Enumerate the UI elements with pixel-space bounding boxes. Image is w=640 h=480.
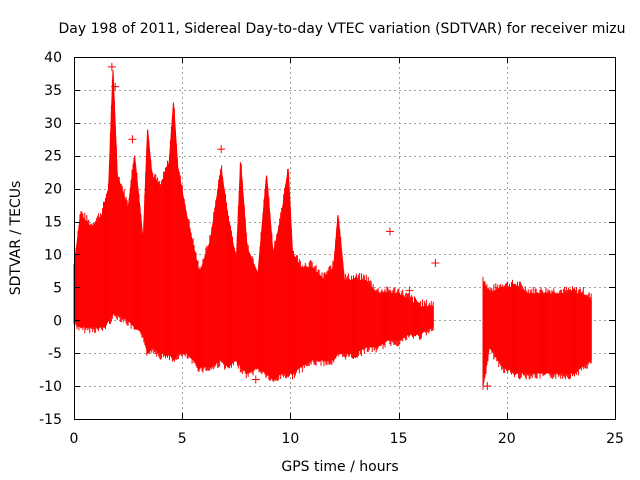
y-tick-labels: -15 -10 -5 0 5 10 15 20 25 30 35 40 (39, 50, 62, 428)
data-point (483, 382, 492, 391)
data-point (385, 227, 394, 236)
y-tick-label: 5 (53, 280, 62, 296)
ticks (74, 57, 616, 420)
x-tick-label: 5 (178, 431, 187, 447)
data-point (128, 135, 137, 144)
y-tick-label: 0 (53, 313, 62, 329)
plot-frame (74, 57, 616, 420)
x-axis-label: GPS time / hours (281, 459, 398, 475)
x-tick-label: 10 (281, 431, 299, 447)
y-tick-label: 30 (44, 116, 62, 132)
x-tick-labels: 0 5 10 15 20 25 (70, 431, 624, 447)
y-tick-label: -5 (48, 346, 62, 362)
x-tick-label: 20 (498, 431, 516, 447)
data-point (251, 375, 260, 384)
y-tick-label: 20 (44, 182, 62, 198)
y-tick-label: 40 (44, 50, 62, 66)
y-tick-label: 25 (44, 149, 62, 165)
y-tick-label: 15 (44, 215, 62, 231)
plot-area (73, 62, 592, 391)
y-axis-label: SDTVAR / TECUs (8, 181, 24, 296)
y-tick-label: -10 (39, 379, 62, 395)
x-tick-label: 15 (390, 431, 408, 447)
data-point (431, 259, 440, 268)
x-tick-label: 0 (70, 431, 79, 447)
y-tick-label: 10 (44, 247, 62, 263)
data-point (405, 286, 414, 295)
data-point (107, 62, 116, 71)
data-point (217, 145, 226, 154)
chart-title: Day 198 of 2011, Sidereal Day-to-day VTE… (59, 21, 626, 37)
y-tick-label: 35 (44, 83, 62, 99)
data-point (111, 82, 120, 91)
y-tick-label: -15 (39, 412, 62, 428)
x-tick-label: 25 (606, 431, 624, 447)
